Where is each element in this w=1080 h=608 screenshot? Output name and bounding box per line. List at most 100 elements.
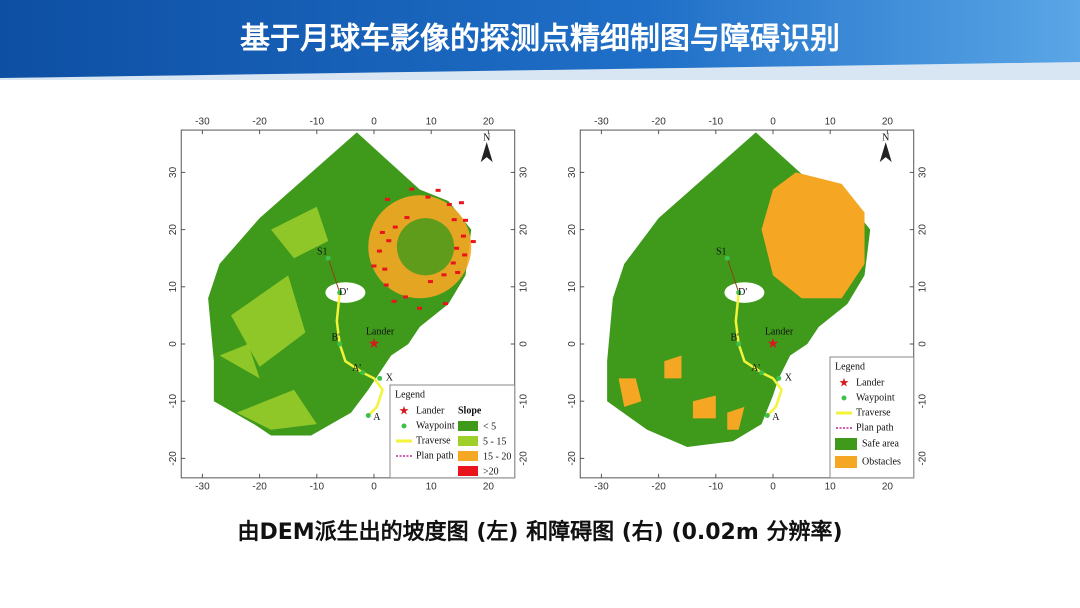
legend-label: Waypoint [416, 420, 455, 431]
point-label: A [373, 412, 381, 423]
north-label: N [882, 132, 889, 143]
x-tick-label: 0 [770, 481, 776, 492]
y-tick-label: 30 [917, 166, 928, 178]
slope-patch [470, 240, 476, 244]
no-data [724, 282, 765, 303]
slope-patch [409, 187, 415, 191]
y-tick-label: 0 [518, 341, 529, 347]
legend-swatch [458, 451, 478, 461]
legend-swatch [458, 421, 478, 431]
x-tick-label: 10 [426, 481, 438, 492]
slope-patch [271, 206, 329, 259]
y-tick-label: 10 [518, 281, 529, 293]
north-arrow [879, 142, 892, 163]
waypoint [736, 290, 742, 296]
legend-label: Waypoint [856, 392, 895, 403]
legend-label: Traverse [416, 435, 451, 446]
slope-patch [231, 275, 306, 367]
x-tick-label: -20 [252, 481, 267, 492]
x-tick-label: 20 [483, 117, 495, 128]
slope-patch [391, 299, 397, 303]
y-tick-label: 20 [917, 224, 928, 236]
north-label: N [483, 132, 490, 143]
waypoint [724, 255, 730, 261]
y-tick-label: 0 [567, 341, 578, 347]
x-tick-label: 10 [426, 117, 438, 128]
y-tick-label: -20 [518, 451, 529, 466]
waypoint [337, 290, 343, 296]
y-tick-label: 10 [168, 281, 179, 293]
y-tick-label: 0 [168, 341, 179, 347]
slope-patch [376, 249, 382, 253]
x-tick-label: -30 [195, 117, 210, 128]
slope-patch [404, 216, 410, 220]
legend-symbol [401, 423, 407, 429]
point-label: A' [751, 363, 760, 374]
slope-patch [417, 306, 423, 310]
slope-patch [450, 261, 456, 265]
y-tick-label: -10 [518, 394, 529, 409]
y-tick-label: -10 [917, 394, 928, 409]
point-label: B' [730, 332, 739, 343]
legend-symbol [841, 395, 847, 401]
obstacle [664, 355, 682, 379]
waypoint [365, 413, 371, 418]
slope-patch [392, 225, 398, 229]
slope-patch [441, 273, 447, 277]
x-tick-label: -20 [252, 117, 267, 128]
plan-path [726, 258, 740, 293]
x-tick-label: -30 [594, 481, 609, 492]
y-tick-label: 30 [518, 166, 529, 178]
legend-swatch [835, 456, 857, 468]
legend-label: Plan path [416, 450, 454, 461]
legend-label: Lander [416, 405, 445, 416]
y-tick-label: 20 [567, 224, 578, 236]
slope-patch [460, 234, 466, 238]
slope-patch [455, 270, 461, 274]
waypoint [776, 375, 782, 381]
slope-patch [425, 195, 431, 199]
y-tick-label: -20 [917, 451, 928, 466]
legend-label: < 5 [483, 421, 496, 432]
slope-patch [382, 267, 388, 271]
legend-swatch [835, 438, 857, 450]
obstacle [618, 378, 642, 407]
point-label: Lander [366, 326, 395, 337]
point-label: D' [339, 287, 348, 298]
legend-symbol: ★ [399, 404, 410, 418]
x-tick-label: -10 [709, 117, 724, 128]
legend-title: Legend [395, 389, 425, 400]
x-tick-label: -10 [310, 117, 325, 128]
y-tick-label: -10 [567, 394, 578, 409]
waypoint [325, 255, 331, 261]
slope-patch [458, 201, 464, 205]
slope-patch [462, 218, 468, 222]
slope-patch [379, 230, 385, 234]
slope-patch [386, 239, 392, 243]
legend-label: Plan path [856, 422, 894, 433]
slope-patch [383, 283, 389, 287]
waypoint [360, 370, 366, 376]
y-tick-label: 10 [567, 281, 578, 293]
y-tick-label: 0 [917, 341, 928, 347]
slope-patch [462, 253, 468, 257]
waypoint [337, 341, 343, 347]
plan-path [327, 258, 341, 293]
point-label: X [785, 373, 793, 384]
lander-marker: ★ [767, 336, 780, 352]
slope-patch [446, 202, 452, 206]
slope-patch [402, 295, 408, 299]
slope-patch [396, 218, 455, 276]
slope-patch [384, 197, 390, 201]
x-tick-label: 20 [882, 117, 894, 128]
slope-patch [435, 188, 441, 192]
caption: 由DEM派生出的坡度图 (左) 和障碍图 (右) (0.02m 分辨率) [237, 519, 842, 545]
obstacle-map: S1D'B'A'XA★LanderN-30-30-20-20-10-100010… [567, 117, 928, 493]
waypoint [736, 341, 742, 347]
x-tick-label: -30 [195, 481, 210, 492]
x-tick-label: 20 [882, 481, 894, 492]
slope-map: S1D'B'A'XA★LanderN-30-30-20-20-10-100010… [168, 117, 529, 493]
slope-patch [219, 344, 260, 379]
legend-label: Lander [856, 377, 885, 388]
